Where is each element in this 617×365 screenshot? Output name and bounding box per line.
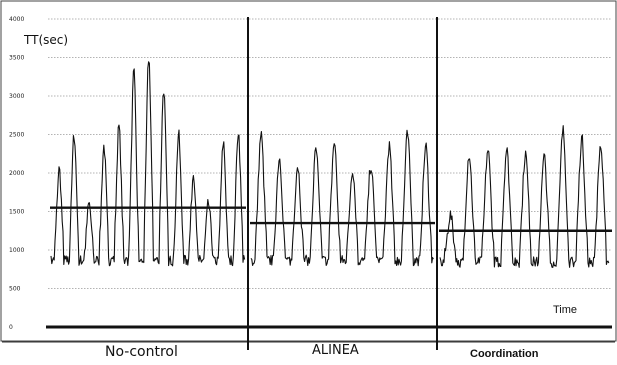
grid [0,0,617,343]
segment-label-coordination: Coordination [470,348,539,360]
y-tick-label: 500 [9,286,21,293]
y-tick-label: 4000 [9,16,24,23]
y-tick-labels: 0 500 1000 1500 2000 2500 3000 3500 4000 [9,16,24,331]
segment-label-alinea: ALINEA [312,343,359,358]
travel-time-series-1 [50,61,246,267]
chart-border [0,0,617,342]
travel-time-series-2 [250,129,434,267]
y-tick-label: 3500 [9,55,24,62]
series-layer [50,61,610,268]
segment-dividers [247,17,438,350]
y-axis-label: TT(sec) [23,33,68,47]
x-axis-label: Time [553,304,577,316]
y-tick-label: 2500 [9,132,24,139]
travel-time-series-3 [439,125,610,268]
segment-label-no-control: No-control [105,344,178,360]
y-tick-label: 1500 [9,209,24,216]
y-tick-label: 3000 [9,93,24,100]
y-tick-label: 1000 [9,247,24,254]
y-tick-label: 2000 [9,170,24,177]
y-tick-label: 0 [9,324,13,331]
mean-lines [50,206,612,232]
